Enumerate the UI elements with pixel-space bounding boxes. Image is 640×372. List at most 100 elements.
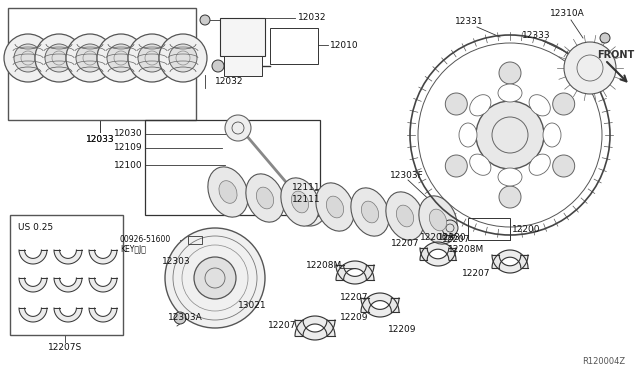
Circle shape [165,228,265,328]
Text: 12010: 12010 [330,41,358,49]
Text: 12333: 12333 [522,32,550,41]
Polygon shape [336,265,374,284]
Text: 12209: 12209 [388,326,417,334]
Circle shape [159,34,207,82]
Ellipse shape [208,167,248,217]
Bar [10,215,123,335]
Text: 12303A: 12303A [168,314,203,323]
Text: 12033: 12033 [86,135,115,144]
Circle shape [138,44,166,72]
Ellipse shape [351,188,389,236]
Ellipse shape [470,95,491,116]
Polygon shape [295,316,335,336]
Ellipse shape [386,192,424,240]
Text: 12109: 12109 [115,144,143,153]
Bar [224,56,262,76]
Text: FRONT: FRONT [597,50,634,60]
Text: 12330: 12330 [438,234,467,243]
Polygon shape [295,320,335,340]
Text: 12032: 12032 [298,13,326,22]
Polygon shape [89,250,117,264]
Text: R120004Z: R120004Z [582,357,625,366]
Ellipse shape [498,168,522,186]
Polygon shape [19,308,47,322]
Text: 13021: 13021 [238,301,267,310]
Circle shape [45,44,73,72]
Text: 12207: 12207 [462,269,490,279]
Circle shape [225,115,251,141]
Text: 12209: 12209 [340,314,369,323]
Circle shape [445,93,467,115]
Ellipse shape [419,196,457,244]
Polygon shape [492,255,528,273]
Polygon shape [361,298,399,317]
Ellipse shape [257,187,274,209]
Ellipse shape [459,123,477,147]
Text: 12111: 12111 [292,183,321,192]
Circle shape [174,312,186,324]
Text: 00926-51600: 00926-51600 [120,235,172,244]
Text: 12208M: 12208M [448,246,484,254]
Text: 12032: 12032 [215,77,243,87]
Polygon shape [54,278,82,292]
Circle shape [445,155,467,177]
Ellipse shape [543,123,561,147]
Text: KEY（J）: KEY（J） [120,246,146,254]
Ellipse shape [470,154,491,175]
Circle shape [212,60,224,72]
Text: 12207: 12207 [391,240,419,248]
Bar [145,120,320,215]
Text: 12303: 12303 [162,257,191,266]
Text: US 0.25: US 0.25 [18,224,53,232]
Polygon shape [296,205,324,219]
Circle shape [200,15,210,25]
Bar [220,18,265,56]
Ellipse shape [219,181,237,203]
Text: 12100: 12100 [115,160,143,170]
Circle shape [14,44,42,72]
Text: 12030: 12030 [115,129,143,138]
Bar [270,28,318,64]
Text: 12310A: 12310A [550,10,585,19]
Ellipse shape [529,95,550,116]
Polygon shape [54,250,82,264]
Circle shape [499,186,521,208]
Circle shape [294,194,326,226]
Polygon shape [89,308,117,322]
Polygon shape [19,278,47,292]
Polygon shape [492,250,528,268]
Polygon shape [420,242,456,260]
Circle shape [442,220,458,236]
Text: 12303F: 12303F [390,170,424,180]
Circle shape [128,34,176,82]
Circle shape [76,44,104,72]
Polygon shape [19,250,47,264]
Circle shape [107,44,135,72]
Text: 12207: 12207 [340,294,369,302]
Ellipse shape [326,196,344,218]
Circle shape [600,33,610,43]
Text: 12208M: 12208M [306,260,342,269]
Ellipse shape [281,178,319,226]
Circle shape [35,34,83,82]
Text: 12033: 12033 [86,135,115,144]
Circle shape [553,155,575,177]
Ellipse shape [316,183,354,231]
Ellipse shape [529,154,550,175]
Circle shape [169,44,197,72]
Ellipse shape [291,191,308,213]
Circle shape [97,34,145,82]
Circle shape [564,42,616,94]
Polygon shape [54,308,82,322]
Text: 12207S: 12207S [48,343,82,353]
Bar [188,236,202,244]
Ellipse shape [396,205,413,227]
Circle shape [4,34,52,82]
Ellipse shape [498,84,522,102]
Bar [468,218,510,240]
Bar [8,8,196,120]
Polygon shape [336,261,374,280]
Text: 12207: 12207 [268,321,296,330]
Polygon shape [361,293,399,312]
Circle shape [194,257,236,299]
